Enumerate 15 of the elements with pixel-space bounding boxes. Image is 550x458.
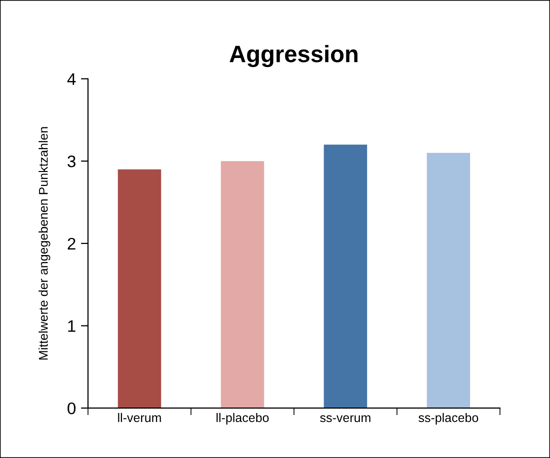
x-tick-label: ss-verum xyxy=(320,415,370,422)
bar xyxy=(118,169,162,408)
y-axis-title: Mittelwerte der angegebenen Punktzahlen xyxy=(38,127,50,360)
bar xyxy=(426,152,470,408)
bar xyxy=(220,161,264,408)
bar xyxy=(324,144,368,408)
y-tick-label: 1 xyxy=(68,320,76,332)
y-tick-label: 3 xyxy=(68,156,76,168)
y-tick-label: 0 xyxy=(68,402,76,414)
y-tick-label: 2 xyxy=(68,238,76,250)
x-tick-label: ll-verum xyxy=(118,412,161,422)
x-tick-label: ll-placebo xyxy=(216,412,269,425)
x-tick-label: ss-placebo xyxy=(418,412,478,425)
y-tick-label: 4 xyxy=(67,73,76,85)
chart-title: Aggression xyxy=(230,45,358,68)
